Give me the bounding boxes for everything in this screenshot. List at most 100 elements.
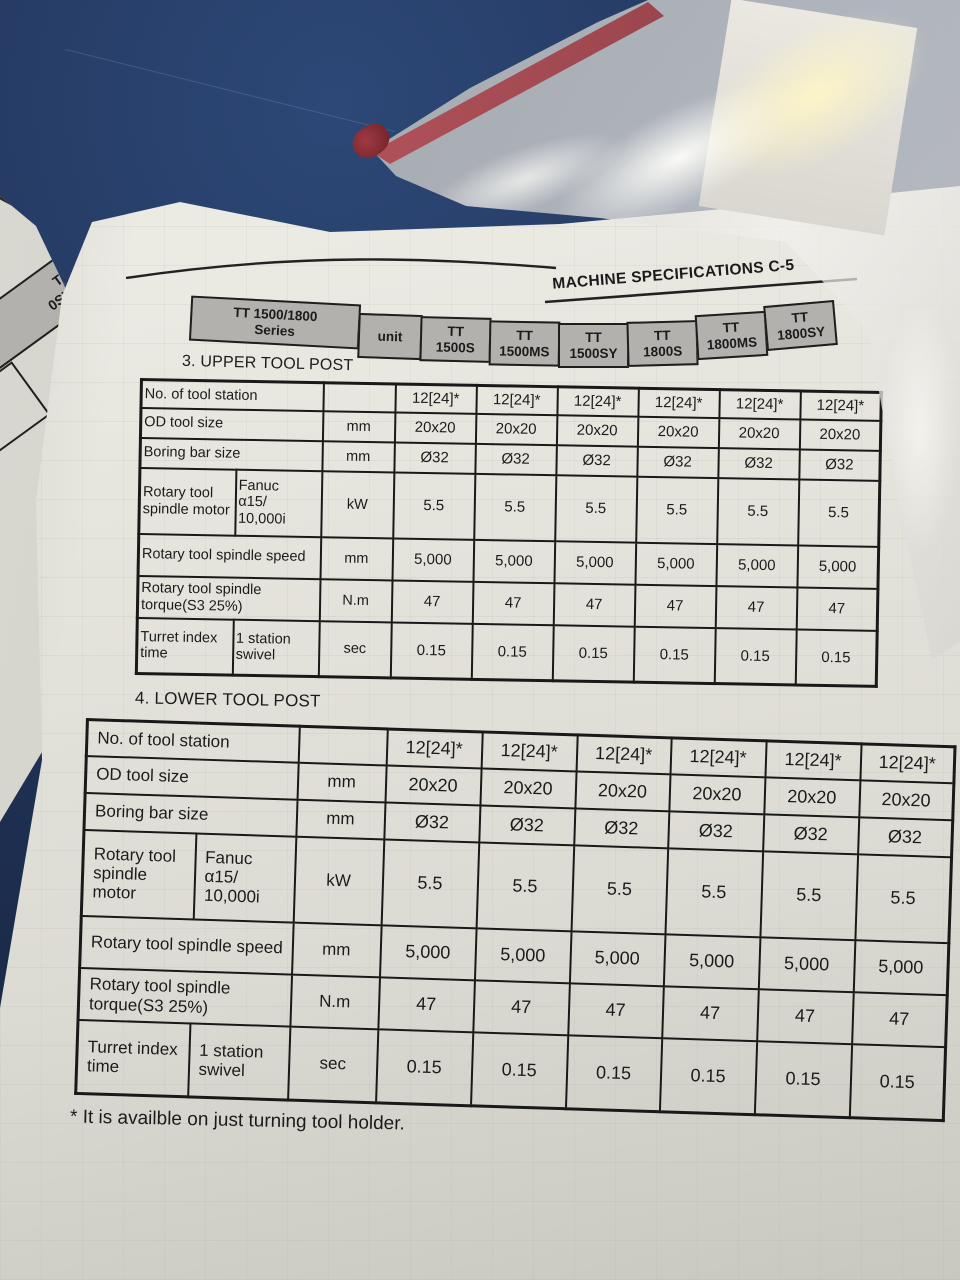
- value-cell: 12[24]*: [637, 388, 720, 418]
- unit-cell: N.m: [289, 974, 380, 1029]
- row-label-cell: Rotary tool spindle speed: [79, 915, 294, 975]
- upper-tool-post-table: No. of tool station 12[24]* 12[24]* 12[24]*…: [134, 378, 883, 688]
- value-cell: 47: [567, 982, 664, 1038]
- value-cell: 12[24]*: [481, 731, 578, 771]
- value-cell: Ø32: [383, 801, 480, 842]
- row-label-cell: Rotary tool spindle motor: [81, 829, 196, 919]
- unit-cell: kW: [293, 836, 384, 925]
- value-cell: 5,000: [569, 930, 666, 986]
- value-cell: 5.5: [571, 844, 668, 934]
- spec-row: Turret index time 1 station swivel sec 0.15…: [136, 617, 878, 687]
- row-label-cell: Rotary tool spindle motor: [138, 467, 236, 536]
- upper-table-title: 3. UPPER TOOL POST: [181, 352, 354, 375]
- row-label-cell: Boring bar size: [139, 437, 323, 471]
- value-cell: 5,000: [853, 939, 949, 995]
- value-cell: 5.5: [716, 477, 799, 546]
- value-cell: Ø32: [474, 443, 557, 475]
- row-label-cell: Rotary tool spindle speed: [138, 533, 321, 579]
- value-cell: Ø32: [393, 441, 476, 474]
- value-cell: Ø32: [762, 813, 859, 854]
- value-cell: 5,000: [634, 542, 717, 586]
- model-header-cell-1800sy: TT 1800SY: [763, 299, 838, 352]
- value-cell: 5.5: [381, 838, 479, 928]
- value-cell: 0.15: [633, 626, 716, 684]
- unit-cell: sec: [287, 1026, 378, 1103]
- unit-cell: mm: [291, 922, 382, 977]
- row-sublabel-cell: Fanuc α15/ 10,000i: [234, 469, 322, 537]
- value-cell: 5,000: [663, 933, 760, 989]
- value-cell: 5.5: [554, 474, 637, 543]
- upper-table-wrap: No. of tool station 12[24]* 12[24]* 12[24]*…: [134, 378, 883, 688]
- footnote: * It is availble on just turning tool ho…: [69, 1106, 406, 1135]
- value-cell: 5.5: [476, 841, 574, 931]
- value-cell: 0.15: [471, 623, 554, 681]
- value-cell: 20x20: [637, 416, 719, 448]
- value-cell: 47: [796, 586, 878, 631]
- unit-cell: mm: [297, 762, 387, 802]
- value-cell: Ø32: [636, 446, 719, 478]
- value-cell: 0.15: [390, 621, 473, 680]
- value-cell: 0.15: [470, 1031, 568, 1109]
- row-label-cell: No. of tool station: [140, 379, 324, 411]
- value-cell: 0.15: [375, 1028, 473, 1106]
- model-header-cell-1500sy: TT 1500SY: [558, 323, 629, 368]
- value-cell: 12[24]*: [859, 743, 956, 783]
- value-cell: 0.15: [565, 1034, 662, 1112]
- value-cell: 20x20: [479, 767, 577, 808]
- row-label-cell: Rotary tool spindle torque(S3 25%): [137, 575, 321, 621]
- value-cell: 12[24]*: [394, 383, 477, 414]
- unit-cell: [322, 382, 396, 412]
- value-cell: 20x20: [763, 776, 860, 817]
- value-cell: 0.15: [714, 627, 797, 685]
- value-cell: 5,000: [553, 540, 636, 585]
- value-cell: 5.5: [473, 473, 556, 541]
- unit-cell: mm: [320, 536, 393, 580]
- value-cell: 5.5: [759, 850, 858, 940]
- unit-cell: mm: [295, 799, 386, 839]
- value-cell: 0.15: [795, 628, 878, 687]
- value-cell: 0.15: [849, 1043, 946, 1121]
- row-label-cell: OD tool size: [140, 407, 323, 441]
- value-cell: 47: [553, 582, 635, 627]
- value-cell: 5.5: [797, 479, 880, 547]
- value-cell: Ø32: [857, 816, 953, 857]
- value-cell: 5.5: [665, 847, 763, 937]
- value-cell: 5,000: [392, 537, 474, 582]
- value-cell: 0.15: [552, 624, 635, 683]
- series-name-cell: TT 1500/1800 Series: [188, 295, 362, 350]
- unit-cell: mm: [321, 440, 395, 472]
- lower-table-title: 4. LOWER TOOL POST: [134, 688, 321, 711]
- value-cell: 12[24]*: [764, 740, 862, 780]
- model-header-cell-1800ms: TT 1800MS: [694, 310, 769, 361]
- value-cell: 47: [634, 584, 716, 628]
- unit-header-cell: unit: [357, 312, 423, 361]
- value-cell: 20x20: [799, 419, 881, 451]
- lower-table-wrap: No. of tool station 12[24]* 12[24]* 12[24]*…: [74, 718, 957, 1123]
- row-label-cell: Turret index time: [75, 1019, 190, 1097]
- model-header-cell-1500ms: TT 1500MS: [488, 320, 561, 367]
- value-cell: 12[24]*: [799, 391, 882, 421]
- row-sublabel-cell: 1 station swivel: [232, 619, 320, 677]
- lower-tool-post-table: No. of tool station 12[24]* 12[24]* 12[24]*…: [74, 718, 957, 1123]
- value-cell: 47: [851, 991, 948, 1047]
- value-cell: 5.5: [635, 476, 718, 544]
- value-cell: 20x20: [385, 764, 482, 805]
- value-cell: 5,000: [474, 927, 572, 983]
- value-cell: 12[24]*: [718, 389, 801, 420]
- value-cell: 5,000: [796, 545, 879, 589]
- value-cell: 20x20: [718, 417, 800, 450]
- model-header-cell-1800s: TT 1800S: [626, 320, 699, 367]
- unit-cell: mm: [322, 410, 395, 442]
- value-cell: 5,000: [473, 539, 555, 583]
- row-sublabel-cell: Fanuc α15/ 10,000i: [193, 833, 296, 923]
- value-cell: Ø32: [555, 444, 638, 477]
- series-header-row: TT 1500/1800 Series unit TT 1500S TT 1500MS TT 1…: [188, 295, 838, 368]
- value-cell: 47: [715, 585, 797, 629]
- value-cell: 20x20: [574, 770, 671, 811]
- row-label-cell: Turret index time: [136, 617, 234, 676]
- value-cell: 5,000: [715, 543, 798, 587]
- value-cell: 0.15: [754, 1040, 852, 1118]
- model-header-cell-1500s: TT 1500S: [419, 316, 492, 363]
